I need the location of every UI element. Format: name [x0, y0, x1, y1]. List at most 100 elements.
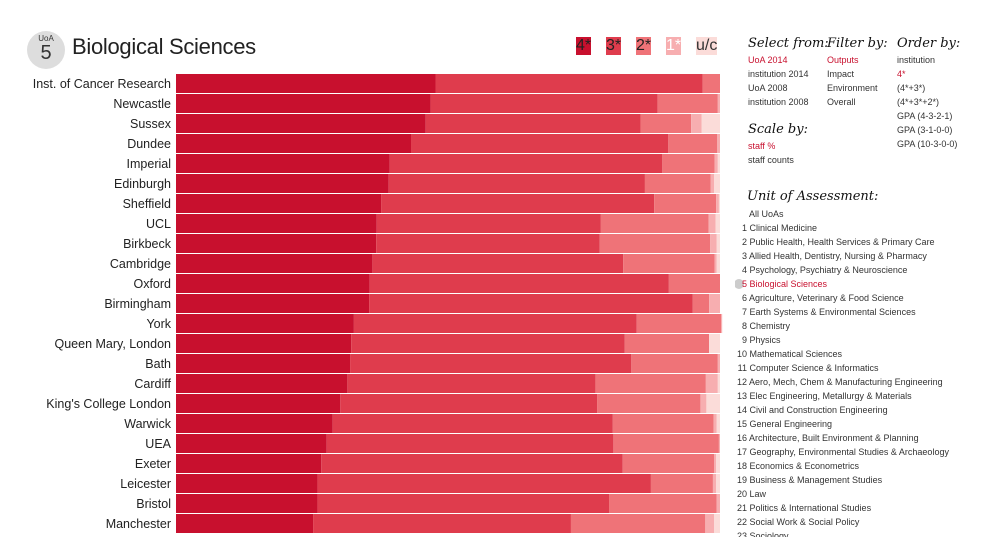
bar-segment[interactable] — [376, 214, 601, 233]
bar-segment[interactable] — [716, 454, 720, 473]
bar-segment[interactable] — [376, 234, 600, 253]
bar-segment[interactable] — [716, 414, 720, 433]
bar-segment[interactable] — [176, 134, 412, 153]
bar-segment[interactable] — [340, 394, 598, 413]
bar-segment[interactable] — [717, 354, 720, 373]
select-from-option[interactable]: institution 2008 — [748, 97, 809, 107]
bar-segment[interactable] — [317, 494, 610, 513]
bar-segment[interactable] — [702, 74, 720, 93]
order-by-option[interactable]: GPA (10-3-0-0) — [897, 139, 958, 149]
order-by-option[interactable]: 4* — [897, 69, 906, 79]
bar-segment[interactable] — [714, 254, 717, 273]
bar-segment[interactable] — [691, 114, 702, 133]
order-by-option[interactable]: GPA (4-3-2-1) — [897, 111, 953, 121]
bar-segment[interactable] — [381, 194, 655, 213]
bar-segment[interactable] — [631, 354, 718, 373]
filter-by-option[interactable]: Overall — [827, 97, 856, 107]
bar-segment[interactable] — [599, 234, 711, 253]
bar-segment[interactable] — [389, 154, 663, 173]
bar-segment[interactable] — [176, 194, 382, 213]
bar-segment[interactable] — [712, 474, 717, 493]
bar-segment[interactable] — [176, 74, 436, 93]
bar-segment[interactable] — [668, 274, 720, 293]
bar-segment[interactable] — [701, 114, 720, 133]
bar-segment[interactable] — [435, 74, 703, 93]
bar-segment[interactable] — [714, 514, 720, 533]
bar-segment[interactable] — [654, 194, 717, 213]
bar-segment[interactable] — [713, 414, 717, 433]
bar-segment[interactable] — [706, 394, 720, 413]
bar-segment[interactable] — [716, 254, 720, 273]
bar-segment[interactable] — [716, 474, 720, 493]
bar-segment[interactable] — [613, 434, 719, 453]
bar-segment[interactable] — [715, 214, 720, 233]
bar-segment[interactable] — [705, 514, 715, 533]
bar-segment[interactable] — [623, 254, 715, 273]
bar-segment[interactable] — [176, 374, 348, 393]
bar-segment[interactable] — [176, 114, 426, 133]
select-from-option[interactable]: institution 2014 — [748, 69, 809, 79]
bar-segment[interactable] — [597, 394, 701, 413]
bar-segment[interactable] — [176, 414, 333, 433]
order-by-option[interactable]: (4*+3*) — [897, 83, 926, 93]
bar-segment[interactable] — [176, 174, 389, 193]
bar-segment[interactable] — [718, 434, 720, 453]
bar-segment[interactable] — [411, 134, 669, 153]
bar-segment[interactable] — [350, 354, 632, 373]
uoa-list-item[interactable]: 1 Clinical Medicine — [735, 221, 995, 235]
bar-segment[interactable] — [640, 114, 692, 133]
uoa-list-item[interactable]: 19 Business & Management Studies — [735, 473, 995, 487]
bar-segment[interactable] — [369, 274, 669, 293]
uoa-list-item[interactable]: 4 Psychology, Psychiatry & Neuroscience — [735, 263, 995, 277]
bar-segment[interactable] — [176, 514, 314, 533]
uoa-list-item[interactable]: 23 Sociology — [735, 529, 995, 537]
bar-segment[interactable] — [612, 414, 714, 433]
order-by-option[interactable]: (4*+3*+2*) — [897, 97, 940, 107]
uoa-list-item[interactable]: 7 Earth Systems & Environmental Sciences — [735, 305, 995, 319]
uoa-list-item[interactable]: 9 Physics — [735, 333, 995, 347]
bar-segment[interactable] — [176, 274, 370, 293]
bar-segment[interactable] — [600, 214, 709, 233]
uoa-list-item[interactable]: 17 Geography, Environmental Studies & Ar… — [735, 445, 995, 459]
uoa-list-item[interactable]: 15 General Engineering — [735, 417, 995, 431]
select-from-option[interactable]: UoA 2014 — [748, 55, 788, 65]
bar-segment[interactable] — [430, 94, 658, 113]
bar-segment[interactable] — [668, 134, 718, 153]
bar-segment[interactable] — [716, 234, 720, 253]
bar-segment[interactable] — [326, 434, 614, 453]
uoa-list-item[interactable]: 12 Aero, Mech, Chem & Manufacturing Engi… — [735, 375, 995, 389]
bar-segment[interactable] — [176, 474, 318, 493]
uoa-list-item[interactable]: 20 Law — [735, 487, 995, 501]
bar-segment[interactable] — [570, 514, 706, 533]
bar-segment[interactable] — [710, 234, 717, 253]
filter-by-option[interactable]: Impact — [827, 69, 855, 79]
bar-segment[interactable] — [176, 434, 327, 453]
bar-segment[interactable] — [710, 174, 715, 193]
bar-segment[interactable] — [313, 514, 571, 533]
bar-segment[interactable] — [709, 294, 720, 313]
scale-by-option[interactable]: staff counts — [748, 155, 794, 165]
bar-segment[interactable] — [595, 374, 706, 393]
bar-segment[interactable] — [716, 494, 720, 513]
bar-segment[interactable] — [721, 314, 723, 333]
uoa-list-item[interactable]: 10 Mathematical Sciences — [735, 347, 995, 361]
bar-segment[interactable] — [662, 154, 715, 173]
bar-segment[interactable] — [718, 194, 720, 213]
bar-segment[interactable] — [176, 354, 351, 373]
bar-segment[interactable] — [717, 154, 720, 173]
bar-segment[interactable] — [717, 94, 720, 113]
uoa-list-item[interactable]: 5 Biological Sciences — [735, 277, 995, 291]
bar-segment[interactable] — [353, 314, 637, 333]
bar-segment[interactable] — [176, 454, 322, 473]
uoa-list-item[interactable]: 11 Computer Science & Informatics — [735, 361, 995, 375]
bar-segment[interactable] — [321, 454, 623, 473]
uoa-list-item[interactable]: 6 Agriculture, Veterinary & Food Science — [735, 291, 995, 305]
bar-segment[interactable] — [609, 494, 717, 513]
order-by-option[interactable]: GPA (3-1-0-0) — [897, 125, 953, 135]
uoa-list-item[interactable]: 18 Economics & Econometrics — [735, 459, 995, 473]
bar-segment[interactable] — [332, 414, 613, 433]
bar-segment[interactable] — [176, 94, 431, 113]
select-from-option[interactable]: UoA 2008 — [748, 83, 788, 93]
bar-segment[interactable] — [692, 294, 710, 313]
bar-segment[interactable] — [644, 174, 711, 193]
